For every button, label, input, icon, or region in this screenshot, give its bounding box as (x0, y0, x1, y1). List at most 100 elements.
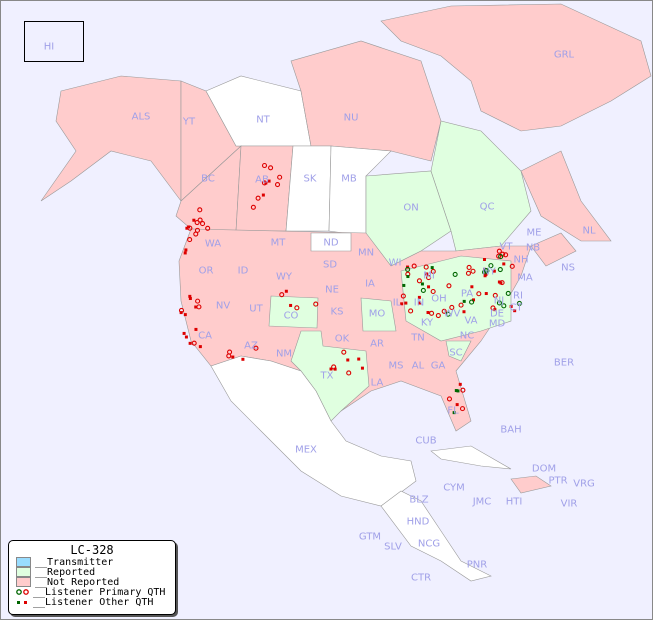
region-label-ncg: NCG (417, 538, 441, 550)
listener-other-qth-marker (357, 357, 361, 361)
listener-primary-qth-marker (516, 300, 522, 307)
listener-other-qth-marker (497, 280, 501, 284)
listener-primary-qth-marker (501, 303, 507, 309)
listener-primary-qth-marker (496, 248, 502, 254)
reported-swatch (16, 567, 31, 577)
region-label-me: ME (526, 227, 542, 239)
listener-primary-qth-marker (294, 305, 300, 311)
legend-transmitter: __Transmitter (16, 557, 175, 568)
listener-other-qth-marker (329, 367, 333, 371)
legend-title: LC-328 (70, 543, 114, 557)
listener-other-qth-marker (425, 272, 429, 276)
listener-other-qth-marker (184, 248, 188, 252)
listener-other-qth-marker (188, 341, 192, 345)
listener-primary-qth-marker (496, 253, 502, 259)
listener-primary-qth-marker (441, 308, 447, 314)
region-label-nv: NV (215, 300, 231, 312)
region-label-wv: WV (443, 308, 461, 320)
region-label-ia: IA (365, 278, 375, 290)
listener-primary-qth-marker (194, 227, 200, 233)
region-label-nl: NL (582, 225, 596, 237)
region-grl (380, 3, 652, 132)
legend-label: __Listener Primary QTH (33, 586, 166, 598)
listener-primary-qth-marker (466, 264, 472, 270)
region-label-wi: WI (388, 257, 402, 269)
region-label-ut: UT (249, 303, 263, 315)
region-label-nt: NT (256, 114, 270, 126)
region-label-gtm: GTM (358, 531, 382, 543)
region-label-sk: SK (303, 173, 317, 185)
listener-primary-qth-marker (476, 291, 482, 297)
listener-other-qth-marker (187, 225, 191, 229)
listener-other-qth-marker (346, 358, 350, 362)
region-label-tx: TX (320, 370, 334, 382)
listener-primary-qth-marker (416, 278, 422, 284)
region-label-la: LA (370, 377, 384, 389)
listener-primary-qth-marker (341, 349, 347, 355)
listener-other-qth-marker (427, 285, 431, 289)
listener-primary-qth-marker (199, 221, 206, 227)
listener-other-qth-marker (194, 327, 198, 331)
region-ns (530, 232, 577, 267)
listener-primary-qth-marker (503, 252, 509, 258)
listener-primary-qth-marker (452, 271, 458, 277)
listener-other-qth-marker (482, 257, 486, 261)
listener-primary-qth-marker (458, 302, 464, 308)
region-label-tn: TN (411, 332, 425, 344)
listener-primary-qth-marker (261, 162, 268, 169)
region-label-ab: AB (255, 174, 269, 186)
region-label-co: CO (283, 310, 299, 322)
region-tx (290, 330, 370, 422)
legend-reported: __Reported (16, 566, 175, 578)
region-label-nb: NB (525, 242, 541, 254)
listener-primary-qth-marker (490, 305, 496, 311)
legend-other-qth: __Listener Other QTH (16, 597, 175, 608)
region-label-mex: MEX (295, 444, 317, 456)
region-label-wa: WA (204, 238, 222, 250)
region-label-pnr: PNR (466, 559, 488, 571)
listener-primary-qth-marker (277, 174, 283, 180)
listener-other-qth-marker (194, 305, 198, 309)
listener-primary-qth-marker (195, 298, 201, 304)
listener-other-qth-marker (493, 308, 497, 312)
region-label-ky: KY (420, 317, 434, 329)
listener-primary-qth-marker (426, 275, 432, 281)
region-label-ks: KS (330, 306, 344, 318)
region-label-or: OR (198, 265, 214, 277)
region-label-wy: WY (276, 271, 292, 283)
listener-primary-qth-marker (449, 304, 455, 311)
listener-other-qth-marker (509, 304, 513, 308)
listener-primary-qth-marker (191, 340, 197, 346)
region-label-on: ON (403, 202, 419, 214)
listener-other-qth-marker (454, 389, 458, 393)
listener-other-qth-marker (417, 295, 421, 299)
region-co (268, 295, 319, 329)
region-nu (290, 40, 442, 162)
listener-primary-qth-marker (408, 308, 414, 314)
listener-primary-qth-marker (261, 180, 268, 186)
region-label-qc: QC (479, 201, 495, 213)
listener-primary-qth-marker (196, 304, 202, 310)
region-label-md: MD (488, 318, 506, 330)
listener-other-qth-marker (418, 301, 422, 305)
region-label-bc: BC (201, 173, 215, 185)
region-label-yt: YT (182, 116, 196, 128)
region-label-vir: VIR (560, 498, 578, 510)
region-label-hti: HTI (505, 496, 523, 508)
listener-primary-qth-marker (497, 266, 503, 273)
listener-other-qth-marker (360, 366, 364, 370)
listener-primary-qth-marker (423, 264, 429, 270)
region-label-als: ALS (131, 111, 151, 123)
listener-other-qth-marker (183, 313, 187, 317)
region-label-dom: DOM (531, 463, 557, 475)
legend-label: __Reported (35, 566, 96, 578)
region-label-ptr: PTR (548, 475, 568, 487)
region-label-in: IN (413, 297, 425, 309)
listener-other-qth-marker (188, 294, 192, 298)
listener-other-qth-marker (472, 298, 476, 302)
region-label-cym: CYM (443, 482, 465, 494)
listener-primary-qth-marker (274, 181, 281, 188)
region-label-ar: AR (370, 338, 384, 350)
